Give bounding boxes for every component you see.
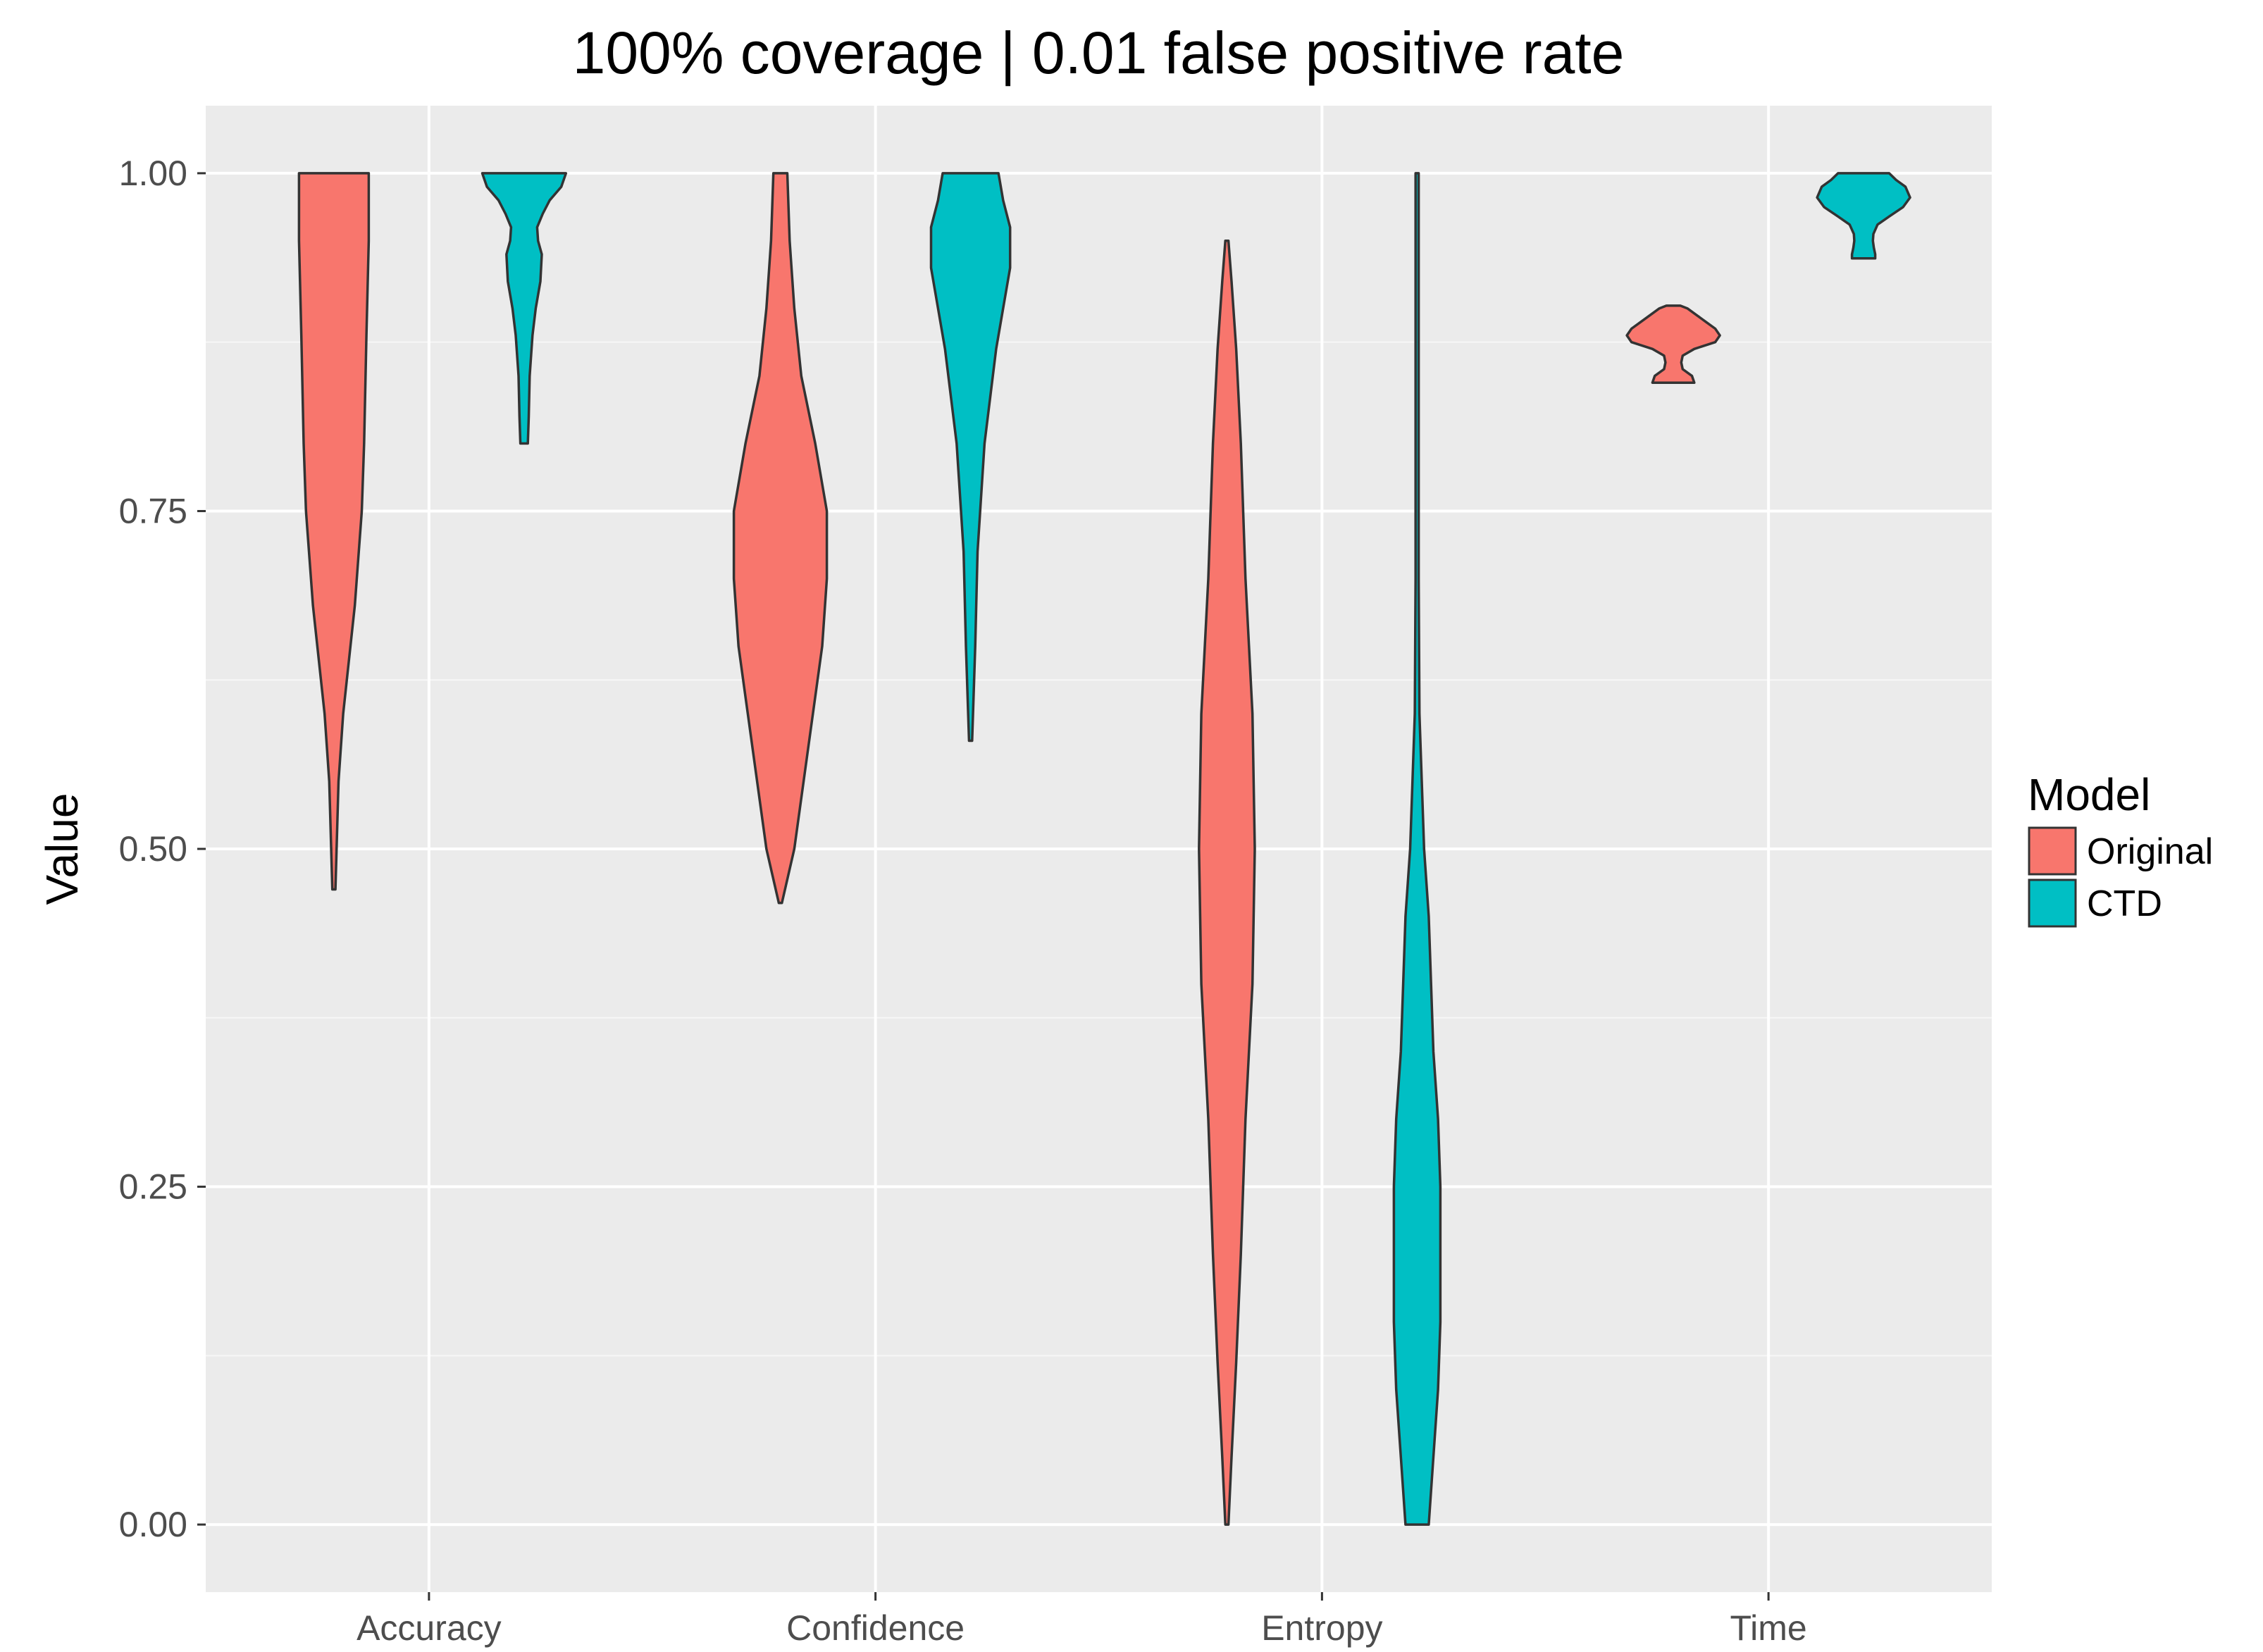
- violin-ctd-entropy: [1392, 172, 1442, 1526]
- violin-ctd-confidence: [929, 172, 1012, 743]
- legend-label-ctd: CTD: [2087, 883, 2162, 924]
- y-axis: 0.00 0.25 0.50 0.75 1.00: [119, 154, 206, 1544]
- minor-gridlines: [206, 341, 1992, 1357]
- legend-key-original: [2028, 826, 2077, 876]
- x-tick-label: Time: [1730, 1608, 1806, 1648]
- violin-original-accuracy: [297, 172, 371, 891]
- y-tick-label: 0.50: [119, 829, 187, 869]
- violin-ctd-time: [1816, 172, 1911, 260]
- y-tick-label: 1.00: [119, 154, 187, 193]
- violin-original-confidence: [732, 172, 829, 905]
- y-tick-label: 0.00: [119, 1505, 187, 1544]
- legend-label-original: Original: [2087, 831, 2213, 872]
- x-tick-label: Confidence: [786, 1608, 965, 1648]
- violin-original-entropy: [1198, 240, 1256, 1526]
- legend-title: Model: [2028, 769, 2150, 820]
- x-tick-label: Accuracy: [356, 1608, 502, 1648]
- y-axis-title: Value: [37, 793, 87, 905]
- violin-ctd-accuracy: [480, 172, 568, 445]
- legend-key-ctd: [2028, 878, 2077, 928]
- violin-original-time: [1625, 304, 1721, 384]
- legend: Model Original CTD: [2028, 769, 2213, 928]
- x-axis: Accuracy Confidence Entropy Time: [356, 1592, 1807, 1648]
- violins: [297, 172, 1911, 1526]
- y-tick-label: 0.25: [119, 1167, 187, 1207]
- x-tick-label: Entropy: [1261, 1608, 1382, 1648]
- chart-title: 100% coverage | 0.01 false positive rate: [573, 20, 1625, 86]
- y-tick-label: 0.75: [119, 491, 187, 530]
